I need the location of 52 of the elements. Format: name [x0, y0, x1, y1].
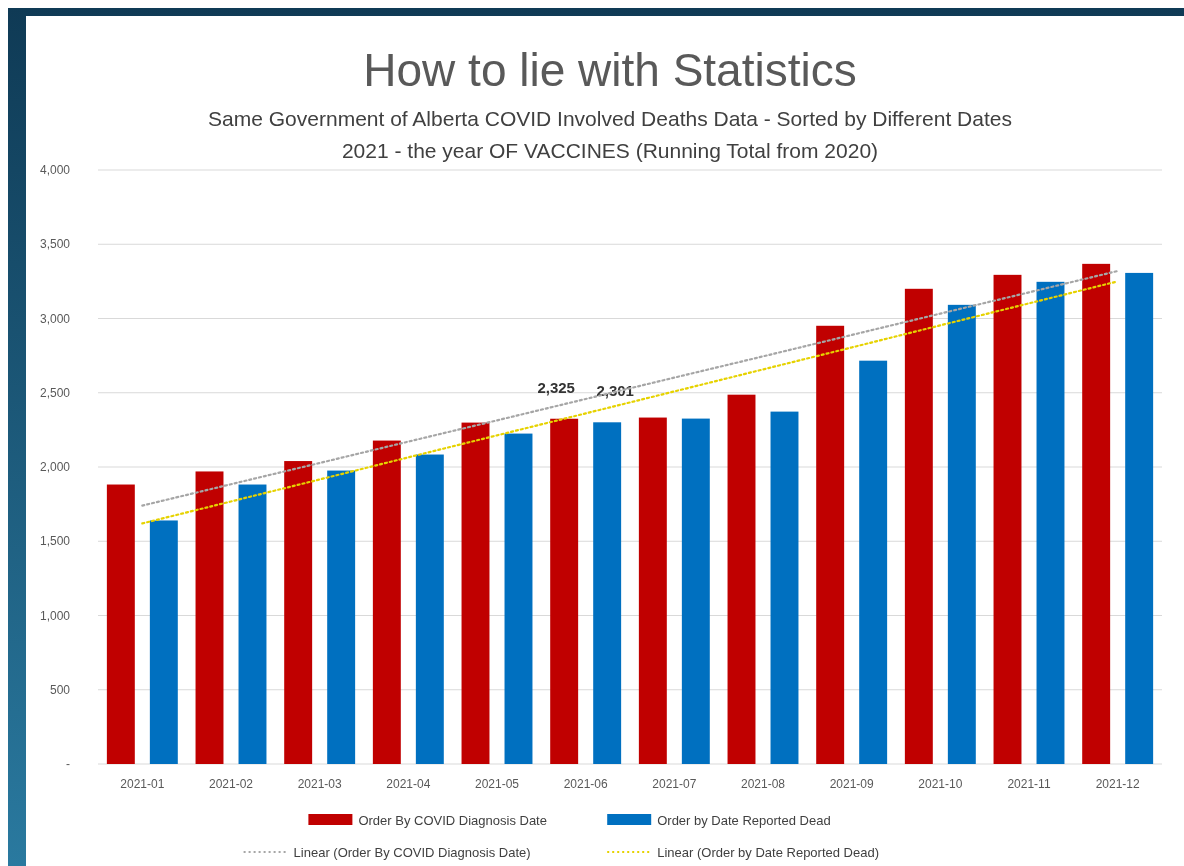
bar — [238, 484, 267, 764]
x-tick-label: 2021-12 — [1095, 777, 1141, 791]
legend-label: Linear (Order By COVID Diagnosis Date) — [293, 845, 531, 860]
legend-label: Order By COVID Diagnosis Date — [358, 813, 547, 828]
y-tick-label: 1,500 — [39, 534, 71, 549]
x-tick-label: 2021-06 — [563, 777, 609, 791]
x-tick-label: 2021-05 — [474, 777, 520, 791]
bar — [993, 274, 1022, 764]
y-tick-label: - — [66, 757, 70, 771]
x-tick-label: 2021-07 — [652, 777, 697, 791]
x-tick-label: 2021-09 — [829, 777, 875, 791]
x-tick-label: 2021-11 — [1007, 777, 1051, 791]
bar — [638, 417, 667, 764]
bar — [372, 440, 401, 764]
y-tick-label: 3,000 — [39, 311, 71, 326]
bar — [284, 461, 313, 764]
bar — [681, 418, 710, 764]
bar — [195, 471, 224, 764]
x-tick-label: 2021-10 — [918, 777, 963, 791]
x-tick-label: 2021-02 — [208, 777, 254, 791]
bar — [327, 470, 356, 764]
data-label: 2,325 — [537, 378, 575, 396]
legend-label: Order by Date Reported Dead — [657, 813, 831, 828]
bar — [550, 418, 579, 764]
x-tick-label: 2021-03 — [297, 777, 343, 791]
chart-subtitle: Same Government of Alberta COVID Involved Deaths Data - Sorted by Different Dates 2021 - the year OF VACCINES (Running Total from 2020) — [208, 107, 1012, 162]
bar — [770, 411, 799, 764]
bar — [1036, 281, 1065, 764]
y-tick-label: 500 — [49, 682, 71, 697]
y-tick-label: 1,000 — [39, 608, 71, 623]
legend-label: Linear (Order by Date Reported Dead) — [657, 845, 880, 860]
chart-title: How to lie with Statistics — [363, 44, 857, 96]
y-tick-label: 2,000 — [39, 460, 71, 474]
x-tick-label: 2021-08 — [740, 777, 786, 791]
bar — [1082, 263, 1111, 764]
bar — [1125, 272, 1154, 764]
x-tick-label: 2021-04 — [386, 777, 431, 791]
bar — [947, 304, 976, 764]
bar — [727, 394, 756, 764]
y-tick-label: 3,500 — [39, 237, 71, 252]
bar — [816, 325, 845, 764]
bar — [461, 422, 490, 764]
bar — [904, 288, 933, 764]
y-tick-label: 4,000 — [39, 163, 71, 177]
bar — [593, 422, 622, 764]
bar — [415, 454, 444, 764]
bar — [149, 520, 178, 764]
y-tick-label: 2,500 — [39, 385, 71, 400]
x-tick-label: 2021-01 — [120, 777, 165, 791]
bar — [504, 433, 533, 764]
bar — [859, 360, 888, 764]
bar — [106, 484, 135, 764]
